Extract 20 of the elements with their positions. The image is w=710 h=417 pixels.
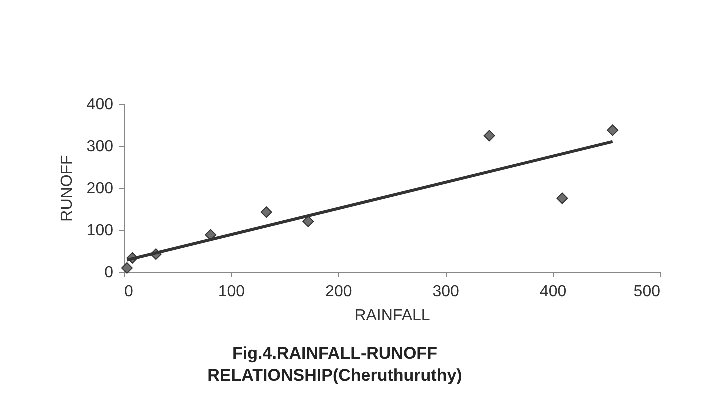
x-tick-label: 0 [124, 284, 134, 300]
y-tick-label: 100 [86, 222, 114, 240]
point [484, 130, 496, 142]
x-tick-label: 400 [540, 284, 567, 300]
y-axis-title: RUNOFF [58, 154, 76, 222]
point [607, 124, 619, 136]
x-tick-label: 300 [432, 284, 460, 300]
point [121, 262, 133, 274]
point [260, 206, 272, 218]
point [556, 192, 568, 204]
x-tick-label: 500 [634, 284, 661, 300]
y-tick-label: 300 [86, 138, 114, 156]
point [302, 216, 314, 228]
x-tick-label: 200 [326, 284, 352, 300]
y-tick-label: 200 [86, 180, 114, 198]
x-axis-title: RAINFALL [354, 308, 430, 324]
text: Fig.4.RAINFALL-RUNOFF RELATIONSHIP(Cheruthuruthy) [206, 343, 464, 387]
x-tick-label: 100 [218, 284, 246, 300]
y-tick-label: 400 [86, 96, 114, 114]
y-tick-label: 0 [104, 264, 114, 282]
